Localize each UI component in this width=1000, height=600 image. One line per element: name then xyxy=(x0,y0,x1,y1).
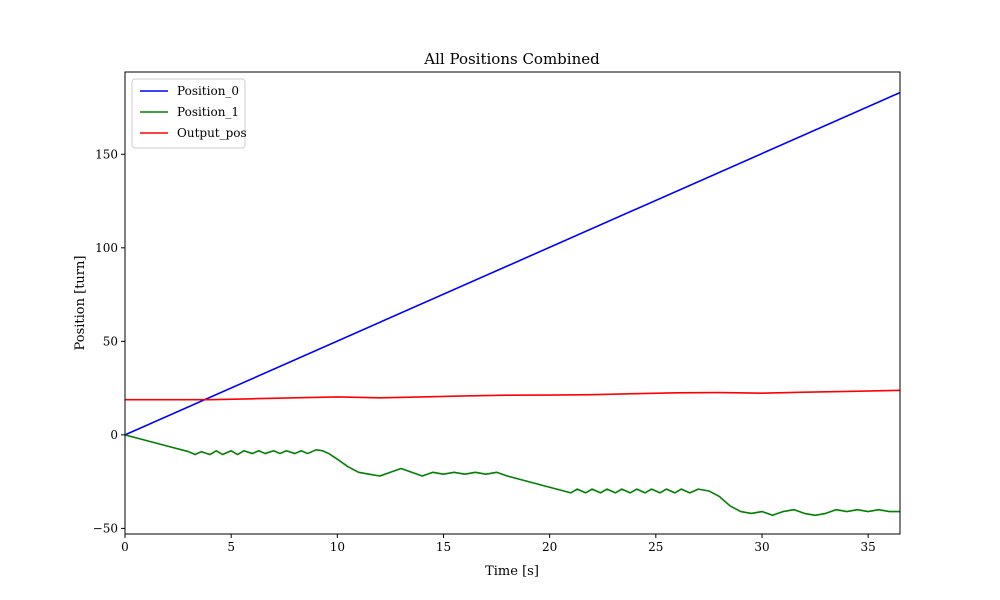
x-tick-label: 0 xyxy=(121,540,129,554)
legend-label: Output_pos xyxy=(177,126,247,140)
series-line-position-1 xyxy=(125,434,900,517)
x-tick-label: 10 xyxy=(330,540,345,554)
y-tick-label: −50 xyxy=(93,521,118,535)
y-tick-label: 100 xyxy=(95,241,118,255)
x-tick-label: 20 xyxy=(542,540,557,554)
x-axis-label: Time [s] xyxy=(485,564,539,579)
legend-label: Position_1 xyxy=(177,105,239,119)
y-axis-label: Position [turn] xyxy=(73,256,88,351)
x-tick-label: 15 xyxy=(436,540,451,554)
chart-title: All Positions Combined xyxy=(423,50,600,68)
axes-frame xyxy=(124,71,901,535)
legend: Position_0 Position_1 Output_pos xyxy=(131,78,247,149)
legend-box xyxy=(131,78,246,149)
series-line-position-0 xyxy=(125,91,900,436)
x-tick-label: 30 xyxy=(754,540,769,554)
y-tick-label: 0 xyxy=(110,428,118,442)
x-tick-label: 35 xyxy=(861,540,876,554)
x-axis: 0 5 10 15 20 25 30 35 xyxy=(121,534,876,554)
y-tick-label: 50 xyxy=(103,334,118,348)
x-tick-label: 5 xyxy=(227,540,235,554)
series-layer xyxy=(125,91,900,517)
series-line-output-pos xyxy=(125,389,900,401)
plot-area xyxy=(124,71,901,535)
y-axis: −50 0 50 100 150 xyxy=(93,147,125,535)
x-tick-label: 25 xyxy=(648,540,663,554)
y-tick-label: 150 xyxy=(95,147,118,161)
legend-label: Position_0 xyxy=(177,84,239,98)
